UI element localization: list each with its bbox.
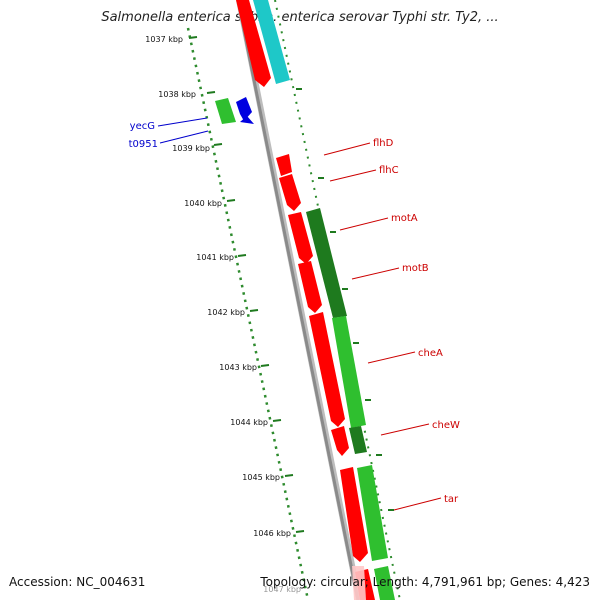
genome-summary: Topology: circular; Length: 4,791,961 bp… [260,575,590,589]
label-leaders [157,117,442,511]
gene-block-dark [349,426,367,454]
gene-block-green [215,98,236,124]
leader-line [159,130,209,144]
gene-block-cyan [253,0,290,84]
backbone [236,0,360,600]
gene-label-motB: motB [402,263,429,274]
gene-label-motA: motA [391,213,418,224]
tick-mark [226,199,236,202]
ruler-label: 1043 kbp [219,363,257,372]
gene-label-t0951: t0951 [129,139,158,150]
gene-block [309,312,345,427]
leader-line [339,217,389,231]
outer-ticks [296,88,394,511]
gene-block [288,212,313,264]
gene-block-dark [306,208,347,318]
ruler-label: 1047 kbp [263,585,301,594]
gene-block-pink [352,566,366,600]
gene-label-flhC: flhC [379,165,399,176]
genome-title: Salmonella enterica subsp. enterica sero… [101,10,499,25]
tick-mark [237,254,247,257]
gene-block [298,261,322,313]
ruler-label: 1041 kbp [196,253,234,262]
ruler-label: 1045 kbp [242,473,280,482]
ruler-label: 1039 kbp [172,144,210,153]
leader-line [329,169,377,182]
leader-line [157,117,208,127]
gene-block [236,0,271,87]
gene-block-green [374,566,395,600]
forward-strand-genes [236,0,375,600]
gene-block [276,154,292,176]
gene-label-cheA: cheA [418,348,443,359]
leader-line [323,142,371,156]
tick-mark [295,530,305,533]
gene-label-flhD: flhD [373,138,394,149]
tick-mark [284,474,294,477]
gene-label-cheW: cheW [432,420,460,431]
gene-block-green [332,316,366,428]
gene-label-tar: tar [444,494,459,505]
ruler-label: 1042 kbp [207,308,245,317]
leader-line [351,267,400,280]
gene-block [331,426,349,456]
tick-mark [249,309,259,312]
leader-line [367,351,416,364]
tick-mark [272,419,282,422]
ruler-label: 1044 kbp [230,418,268,427]
accession-text: Accession: NC_004631 [9,575,146,589]
ruler-label: 1038 kbp [158,90,196,99]
tick-mark [213,143,223,146]
tick-mark [260,364,270,367]
gene-label-yecG: yecG [130,121,155,132]
tick-mark [188,36,198,39]
ruler-label: 1037 kbp [145,35,183,44]
leader-line [393,497,442,511]
leader-line [380,423,430,436]
ruler-label: 1040 kbp [184,199,222,208]
gene-block-blue [236,97,252,121]
gene-block [279,174,301,211]
ruler-label: 1046 kbp [253,529,291,538]
gene-block-green [357,465,388,561]
tick-mark [206,91,216,94]
cds-genes [215,0,395,600]
gene-block-blue [240,116,254,124]
gene-block [340,467,368,562]
ruler-ticks [188,36,305,533]
